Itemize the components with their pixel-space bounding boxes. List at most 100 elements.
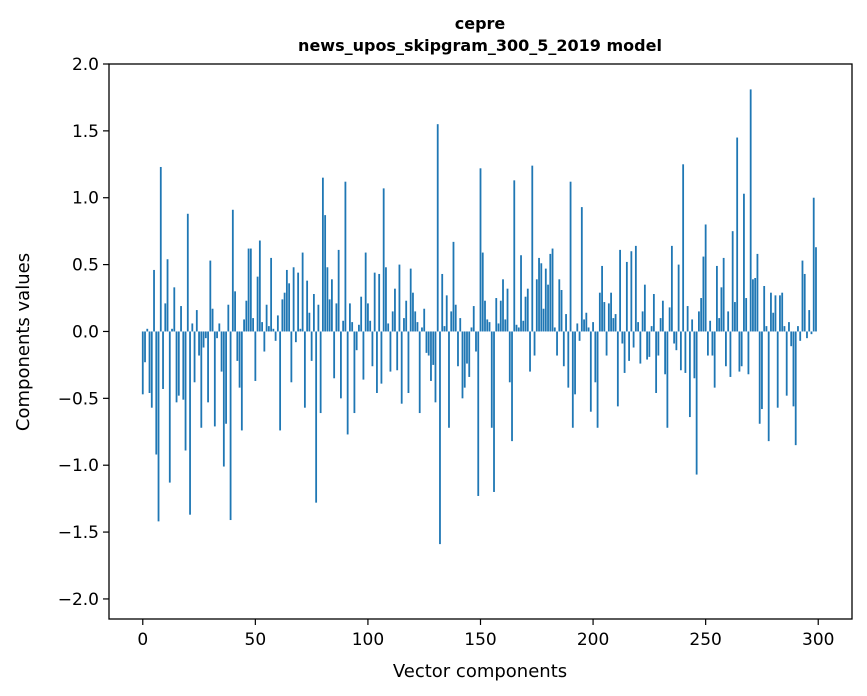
bar xyxy=(657,331,660,356)
bar xyxy=(526,288,529,332)
bar xyxy=(558,279,561,332)
bar xyxy=(247,248,250,332)
bar xyxy=(405,300,408,332)
bar xyxy=(490,331,493,428)
bar xyxy=(698,311,700,332)
bar xyxy=(531,165,534,332)
bar xyxy=(358,324,360,332)
bar xyxy=(632,331,635,348)
bar xyxy=(211,308,214,332)
bar xyxy=(720,287,723,332)
bar xyxy=(310,331,313,361)
bar xyxy=(535,279,538,332)
bar xyxy=(443,326,446,332)
bar xyxy=(515,324,518,332)
bar xyxy=(344,181,347,332)
bar xyxy=(713,331,716,388)
bar xyxy=(153,269,155,332)
bar xyxy=(216,331,218,339)
bar xyxy=(551,248,554,332)
bar xyxy=(765,326,768,332)
y-axis-ticks: −2.0 −1.5 −1.0 −0.5 0.0 0.5 1.0 1.5 2.0 xyxy=(58,55,109,610)
bar xyxy=(605,331,608,356)
bar xyxy=(245,300,248,332)
bar xyxy=(463,331,466,388)
bar xyxy=(562,331,565,367)
bar xyxy=(812,197,815,332)
y-tick-label: −1.5 xyxy=(58,523,99,543)
y-tick-label: 0.0 xyxy=(72,322,99,342)
x-axis-ticks: 0 50 100 150 200 250 300 xyxy=(137,619,834,650)
bar xyxy=(623,331,626,373)
bar xyxy=(256,276,259,332)
bar xyxy=(423,308,426,332)
bar xyxy=(475,331,477,352)
bar xyxy=(493,331,495,492)
bar xyxy=(684,331,687,373)
bar xyxy=(283,292,286,332)
bar xyxy=(272,328,275,332)
bar xyxy=(321,177,324,332)
bar xyxy=(380,331,383,384)
bar xyxy=(276,315,279,332)
bar xyxy=(315,331,318,503)
bar xyxy=(691,319,694,332)
bar xyxy=(182,331,185,400)
bar xyxy=(727,311,730,332)
bar xyxy=(265,304,268,332)
bar xyxy=(231,209,234,332)
bar xyxy=(400,331,403,404)
bar xyxy=(576,323,579,332)
bar xyxy=(430,331,432,381)
chart-title-line-1: cepre xyxy=(455,14,506,33)
bar xyxy=(432,331,435,365)
bar xyxy=(758,331,761,424)
bar xyxy=(421,327,423,332)
bar xyxy=(457,331,459,367)
bar xyxy=(349,303,351,332)
bar xyxy=(506,288,509,332)
bar xyxy=(529,331,531,372)
bar xyxy=(454,304,457,332)
bar xyxy=(414,311,417,332)
bar xyxy=(468,331,471,377)
bar xyxy=(459,318,462,332)
bar xyxy=(452,241,455,332)
bar xyxy=(752,279,754,332)
bar xyxy=(524,296,527,332)
bar xyxy=(191,323,194,332)
bar xyxy=(144,331,146,363)
bar xyxy=(229,331,232,521)
x-tick-label: 150 xyxy=(464,630,496,650)
bar xyxy=(378,273,381,332)
y-tick-label: 1.0 xyxy=(72,189,99,209)
bar xyxy=(556,331,558,356)
bar xyxy=(355,331,358,351)
bar xyxy=(716,265,718,332)
bar xyxy=(342,320,345,332)
bar xyxy=(734,302,736,332)
bar xyxy=(628,331,630,361)
bar xyxy=(317,304,320,332)
y-tick-label: 1.5 xyxy=(72,122,99,142)
bar xyxy=(301,252,304,332)
bar xyxy=(346,331,349,435)
bar xyxy=(756,253,759,332)
bar xyxy=(578,331,581,341)
bar xyxy=(385,267,387,332)
bar xyxy=(610,292,612,332)
bar xyxy=(340,331,342,399)
bar xyxy=(499,300,502,332)
bar xyxy=(261,322,263,332)
bar xyxy=(416,322,419,332)
bar xyxy=(729,331,732,377)
bar xyxy=(621,331,624,344)
bar xyxy=(790,331,793,347)
bar xyxy=(799,331,802,341)
bar xyxy=(209,260,212,332)
bar xyxy=(580,207,583,332)
bar xyxy=(207,331,209,403)
bar xyxy=(396,331,399,371)
bar xyxy=(495,298,498,332)
